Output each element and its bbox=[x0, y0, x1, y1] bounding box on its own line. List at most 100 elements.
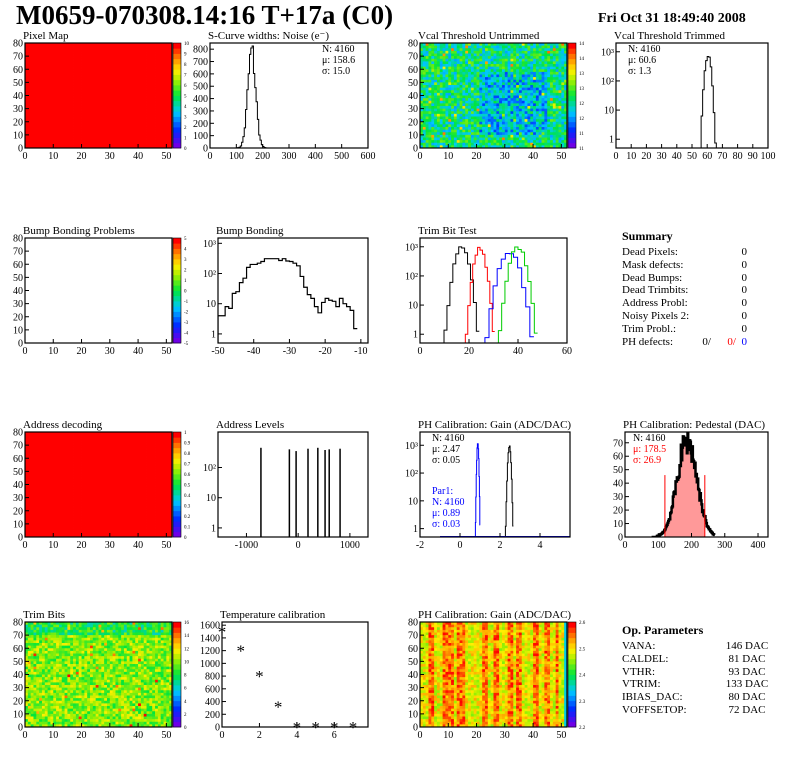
heatmap-cell bbox=[564, 113, 568, 117]
heatmap-cell bbox=[39, 56, 43, 60]
heatmap-cell bbox=[44, 481, 49, 485]
heatmap-cell bbox=[544, 145, 548, 149]
heatmap-cell bbox=[163, 69, 167, 73]
heatmap-cell bbox=[552, 50, 557, 54]
heatmap-cell bbox=[135, 92, 139, 96]
heatmap-cell bbox=[84, 121, 88, 125]
heatmap-cell bbox=[442, 92, 446, 96]
heatmap-cell bbox=[41, 500, 46, 504]
heatmap-cell bbox=[544, 61, 548, 65]
heatmap-cell bbox=[39, 458, 43, 462]
heatmap-cell bbox=[504, 53, 509, 57]
heatmap-cell bbox=[445, 45, 449, 49]
heatmap-cell bbox=[530, 69, 534, 73]
heatmap-cell bbox=[434, 87, 438, 91]
heatmap-cell bbox=[155, 137, 159, 141]
heatmap-cell bbox=[558, 137, 562, 141]
heatmap-cell bbox=[169, 64, 173, 68]
heatmap-cell bbox=[121, 113, 125, 117]
heatmap-cell bbox=[41, 58, 46, 62]
heatmap-cell bbox=[41, 87, 46, 91]
heatmap-cell bbox=[462, 45, 466, 49]
heatmap-cell bbox=[36, 53, 40, 57]
heatmap-cell bbox=[527, 137, 531, 141]
heatmap-cell bbox=[468, 100, 472, 104]
heatmap-cell bbox=[521, 82, 525, 86]
heatmap-cell bbox=[47, 526, 51, 530]
heatmap-cell bbox=[476, 43, 480, 47]
heatmap-cell bbox=[56, 439, 60, 443]
heatmap-cell bbox=[58, 121, 63, 125]
heatmap-cell bbox=[552, 111, 557, 115]
heatmap-cell bbox=[541, 61, 545, 65]
heatmap-cell bbox=[465, 92, 469, 96]
color-scale-step bbox=[173, 253, 181, 260]
heatmap-cell bbox=[533, 111, 537, 115]
heatmap-cell bbox=[163, 121, 167, 125]
color-scale-step bbox=[173, 100, 181, 107]
heatmap-cell bbox=[482, 132, 486, 136]
heatmap-cell bbox=[479, 116, 483, 120]
heatmap-cell bbox=[442, 108, 446, 112]
heatmap-cell bbox=[499, 140, 503, 144]
heatmap-cell bbox=[143, 129, 147, 133]
heatmap-cell bbox=[524, 48, 528, 52]
heatmap-cell bbox=[25, 64, 29, 68]
heatmap-cell bbox=[558, 87, 562, 91]
heatmap-cell bbox=[513, 48, 517, 52]
heatmap-cell bbox=[39, 108, 43, 112]
heatmap-cell bbox=[485, 95, 489, 99]
heatmap-cell bbox=[527, 64, 531, 68]
heatmap-cell bbox=[109, 87, 114, 91]
heatmap-cell bbox=[33, 58, 37, 62]
heatmap-cell bbox=[36, 450, 40, 454]
heatmap-cell bbox=[527, 134, 531, 138]
heatmap-cell bbox=[428, 69, 432, 73]
heatmap-cell bbox=[555, 50, 559, 54]
heatmap-cell bbox=[470, 87, 475, 91]
heatmap-cell bbox=[67, 142, 71, 146]
heatmap-cell bbox=[516, 56, 520, 60]
color-scale-label: 3 bbox=[184, 116, 187, 121]
color-scale-label: 5 bbox=[184, 237, 187, 242]
heatmap-cell bbox=[157, 103, 162, 107]
heatmap-cell bbox=[516, 79, 520, 83]
color-scale-step bbox=[568, 137, 576, 144]
heatmap-cell bbox=[56, 510, 60, 514]
heatmap-cell bbox=[550, 45, 554, 49]
heatmap-cell bbox=[431, 43, 435, 47]
heatmap-cell bbox=[30, 145, 34, 149]
heatmap-cell bbox=[564, 92, 568, 96]
heatmap-cell bbox=[436, 48, 441, 52]
heatmap-cell bbox=[468, 95, 472, 99]
heatmap-cell bbox=[47, 476, 51, 480]
heatmap-cell bbox=[140, 87, 145, 91]
heatmap-cell bbox=[428, 140, 432, 144]
heatmap-cell bbox=[459, 79, 463, 83]
heatmap-cell bbox=[78, 103, 82, 107]
heatmap-cell bbox=[92, 61, 97, 65]
heatmap-cell bbox=[507, 140, 511, 144]
heatmap-cell bbox=[496, 113, 500, 117]
heatmap-cell bbox=[538, 103, 542, 107]
y-tick-label: 40 bbox=[13, 91, 23, 102]
heatmap-cell bbox=[98, 74, 102, 78]
heatmap-cell bbox=[442, 145, 446, 149]
color-scale-step bbox=[568, 116, 576, 123]
heatmap-cell bbox=[451, 87, 455, 91]
heatmap-cell bbox=[448, 121, 452, 125]
heatmap-cell bbox=[431, 58, 435, 62]
heatmap-cell bbox=[61, 92, 65, 96]
heatmap-cell bbox=[504, 64, 509, 68]
heatmap-cell bbox=[521, 71, 525, 75]
heatmap-cell bbox=[58, 481, 63, 485]
heatmap-cell bbox=[41, 489, 46, 493]
heatmap-cell bbox=[533, 56, 537, 60]
heatmap-cell bbox=[126, 74, 130, 78]
plot-title: Pixel Map bbox=[23, 30, 69, 42]
heatmap-cell bbox=[425, 106, 429, 110]
heatmap-cell bbox=[434, 58, 438, 62]
heatmap-cell bbox=[106, 121, 111, 125]
heatmap-cell bbox=[95, 140, 99, 144]
heatmap-cell bbox=[27, 124, 32, 128]
